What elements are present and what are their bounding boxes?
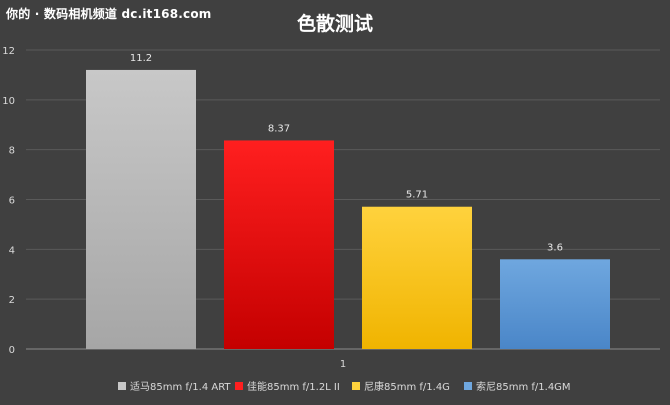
bars xyxy=(86,69,610,349)
data-label-3: 5.71 xyxy=(406,190,428,201)
y-tick-label: 12 xyxy=(2,46,15,57)
legend-label-3: 尼康85mm f/1.4G xyxy=(364,380,450,393)
legend-label-1: 适马85mm f/1.4 ART xyxy=(130,381,231,393)
chart-title: 色散测试 xyxy=(297,12,373,35)
y-tick-label: 6 xyxy=(9,196,15,207)
x-tick-label: 1 xyxy=(340,359,346,370)
y-tick-label: 4 xyxy=(9,245,15,256)
y-tick-label: 0 xyxy=(9,345,15,356)
data-label-2: 8.37 xyxy=(268,123,290,134)
bar-1 xyxy=(86,69,196,349)
legend-swatch-4 xyxy=(464,382,472,390)
data-label-4: 3.6 xyxy=(547,242,563,253)
legend-label-2: 佳能85mm f/1.2L II xyxy=(247,380,340,393)
legend-swatch-3 xyxy=(352,382,360,390)
y-tick-label: 10 xyxy=(2,96,15,107)
legend: 适马85mm f/1.4 ART 佳能85mm f/1.2L II 尼康85mm f… xyxy=(118,380,571,393)
legend-swatch-2 xyxy=(235,382,243,390)
data-labels: 11.2 8.37 5.71 3.6 xyxy=(130,53,563,253)
bar-2 xyxy=(224,140,334,349)
y-tick-label: 2 xyxy=(9,295,15,306)
bar-4 xyxy=(500,259,610,349)
watermark: 你的 · 数码相机频道 dc.it168.com xyxy=(6,7,212,21)
legend-swatch-1 xyxy=(118,382,126,390)
y-axis: 0 2 4 6 8 10 12 xyxy=(2,46,15,356)
y-tick-label: 8 xyxy=(9,146,15,157)
data-label-1: 11.2 xyxy=(130,53,152,64)
x-axis: 1 xyxy=(340,359,346,370)
bar-3 xyxy=(362,206,472,349)
legend-label-4: 索尼85mm f/1.4GM xyxy=(476,380,571,393)
